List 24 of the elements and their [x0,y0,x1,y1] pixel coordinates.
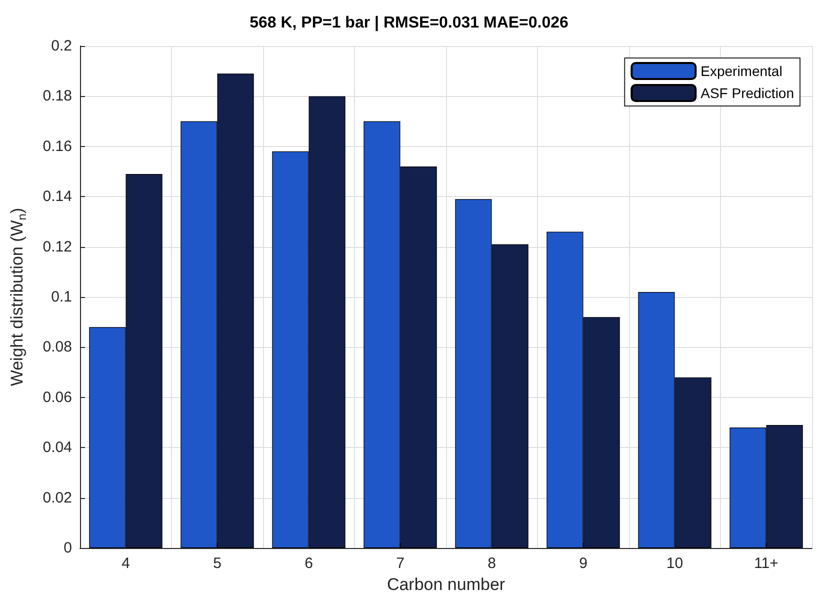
y-tick-label: 0 [64,540,72,556]
y-tick-label: 0.16 [42,138,72,155]
y-tick-label: 0.08 [42,338,72,356]
y-tick-label: 0.18 [42,88,72,105]
y-tick-label: 0.06 [42,388,72,406]
x-tick-label: 7 [396,555,404,572]
y-tick-label: 0.12 [42,238,72,256]
chart-title: 568 K, PP=1 bar | RMSE=0.031 MAE=0.026 [250,14,569,32]
y-tick-label: 0.04 [42,439,72,456]
y-tick-label: 0.1 [51,288,72,306]
x-tick-label: 5 [213,555,222,572]
legend-label: ASF Prediction [700,85,794,101]
y-tick-label: 0.02 [42,489,72,506]
x-tick-label: 9 [579,555,588,572]
x-tick-label: 6 [304,555,313,572]
x-tick-label: 8 [488,555,496,572]
x-axis-title: Carbon number [386,575,506,594]
y-axis-title: Weight distribution (Wn) [8,208,29,386]
y-tick-label: 0.2 [51,38,72,54]
x-tick-label: 4 [122,555,130,572]
x-tick-label: 10 [666,555,684,572]
legend-label: Experimental [700,63,782,79]
y-tick-label: 0.14 [42,188,72,206]
x-tick-label: 11+ [754,555,779,572]
